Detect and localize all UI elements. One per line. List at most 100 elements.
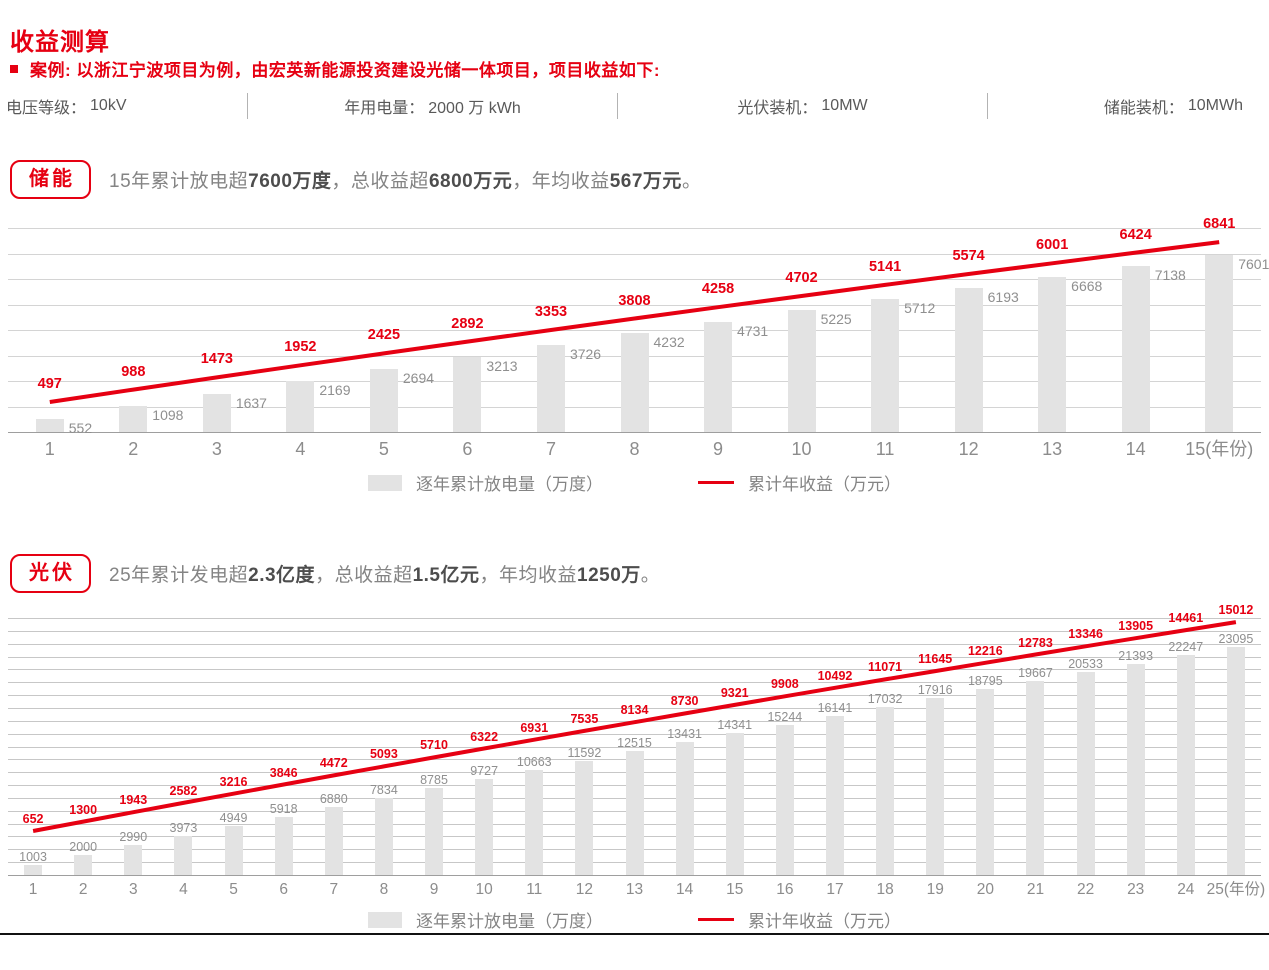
- line-value-label: 7535: [570, 711, 599, 726]
- bar: [224, 826, 243, 875]
- summary-segment: ，总收益超: [331, 170, 429, 192]
- bar-value-label: 3213: [486, 358, 518, 375]
- x-tick-label: 13: [625, 881, 644, 898]
- bar: [825, 715, 844, 875]
- line-legend-swatch: [698, 917, 734, 922]
- info-value: 10MW: [821, 97, 868, 114]
- x-tick-label: 2: [128, 439, 139, 459]
- grid-line: [8, 279, 1261, 280]
- trend-line: [32, 620, 1237, 833]
- line-value-label: 3846: [269, 765, 298, 780]
- bar-value-label: 2169: [319, 382, 351, 399]
- bar-value-label: 6193: [987, 288, 1019, 305]
- info-value: 10MWh: [1187, 97, 1243, 114]
- bar: [575, 760, 594, 875]
- x-tick-label: 17: [826, 881, 844, 898]
- bar: [35, 419, 64, 432]
- bar-value-label: 1098: [152, 407, 184, 424]
- bar: [525, 769, 544, 875]
- x-tick-label: 19: [926, 881, 944, 898]
- trend-line: [49, 240, 1220, 404]
- legend: 逐年累计放电量（万度） 累计年收益（万元）: [8, 470, 1261, 495]
- line-value-label: 8730: [670, 694, 699, 709]
- line-value-label: 11071: [868, 660, 903, 675]
- bar-value-label: 19667: [1018, 665, 1053, 680]
- bar: [954, 287, 983, 432]
- bar-value-label: 2694: [402, 370, 435, 387]
- bar: [536, 345, 565, 432]
- bar: [625, 751, 644, 875]
- line-value-label: 9321: [720, 685, 749, 700]
- summary-segment: 1.5亿元: [412, 564, 480, 586]
- legend-item-bar: 逐年累计放电量（万度）: [368, 907, 603, 932]
- grid-line: [8, 682, 1261, 684]
- pv-section-badge: 光伏: [10, 553, 91, 593]
- x-tick-label: 15(年份): [1185, 439, 1254, 459]
- bar-value-label: 3726: [569, 346, 602, 363]
- line-value-label: 3216: [219, 774, 248, 789]
- x-tick-label: 10: [791, 439, 812, 459]
- line-value-label: 1952: [284, 339, 317, 356]
- x-tick-label: 12: [958, 439, 979, 459]
- x-tick-label: 16: [776, 881, 794, 898]
- x-tick-label: 7: [545, 439, 556, 459]
- bar: [425, 788, 444, 875]
- grid-line: [8, 630, 1261, 632]
- line-value-label: 5710: [420, 738, 448, 753]
- line-value-label: 12783: [1018, 635, 1053, 650]
- bar-value-label: 5918: [269, 801, 298, 816]
- pv-section-header: 光伏 25年累计发电超2.3亿度，总收益超1.5亿元，年均收益1250万。: [10, 549, 660, 597]
- axis-line: [8, 432, 1261, 433]
- grid-line: [8, 656, 1261, 658]
- summary-segment: 567万元: [609, 170, 682, 192]
- grid-line: [8, 695, 1261, 697]
- x-tick-label: 10: [475, 881, 493, 898]
- bar-legend-swatch: [368, 474, 402, 491]
- line-value-label: 3353: [534, 304, 568, 320]
- info-label: 光伏装机：: [737, 100, 818, 117]
- line-value-label: 12216: [967, 643, 1003, 658]
- bar: [453, 357, 482, 432]
- x-tick-label: 3: [128, 881, 138, 898]
- info-cell: 储能装机： 10MWh: [988, 93, 1269, 119]
- x-tick-label: 8: [629, 439, 640, 459]
- bar-value-label: 17916: [917, 683, 953, 698]
- line-value-label: 13346: [1068, 627, 1103, 642]
- x-tick-label: 3: [211, 439, 222, 459]
- x-tick-label: 1: [44, 439, 55, 459]
- x-tick-label: 24: [1177, 881, 1195, 898]
- bar: [24, 865, 43, 875]
- line-value-label: 988: [121, 363, 146, 380]
- x-tick-label: 6: [279, 881, 288, 898]
- project-info-bar: 电压等级： 10kV 年用电量： 2000 万 kWh 光伏装机： 10MW 储能装机： 10…: [0, 90, 1269, 122]
- storage-chart: 552 1 1098 2 1637 3 2169 4 2694 5 3213 6 3726 7 4232 8 4…: [8, 217, 1269, 527]
- legend-item-line: 累计年收益（万元）: [698, 470, 901, 495]
- bar-value-label: 21393: [1118, 648, 1154, 663]
- x-tick-label: 25(年份): [1206, 881, 1266, 898]
- bar: [675, 742, 694, 875]
- info-cell: 电压等级： 10kV: [0, 93, 248, 119]
- x-tick-label: 1: [28, 881, 38, 898]
- line-value-label: 6001: [1036, 237, 1069, 254]
- axis-line: [8, 875, 1261, 876]
- bar: [1121, 265, 1150, 432]
- line-value-label: 5141: [868, 258, 902, 275]
- x-tick-label: 14: [1125, 439, 1146, 459]
- bar: [620, 333, 649, 432]
- grid-line: [8, 669, 1261, 671]
- line-value-label: 6841: [1203, 216, 1236, 233]
- summary-segment: 1250万: [577, 564, 641, 586]
- bar-value-label: 5225: [820, 311, 852, 328]
- bar-value-label: 7834: [369, 782, 398, 797]
- x-tick-label: 6: [462, 439, 473, 459]
- line-value-label: 4702: [785, 270, 818, 286]
- bar-value-label: 22247: [1168, 640, 1204, 655]
- line-value-label: 10492: [817, 668, 853, 683]
- bar: [1126, 663, 1145, 875]
- summary-segment: 7600万度: [248, 170, 332, 192]
- grid-line: [8, 618, 1261, 619]
- bar-value-label: 15244: [767, 709, 803, 724]
- bar: [976, 689, 995, 875]
- line-value-label: 6424: [1119, 226, 1152, 243]
- summary-segment: 25年累计发电超: [109, 564, 249, 586]
